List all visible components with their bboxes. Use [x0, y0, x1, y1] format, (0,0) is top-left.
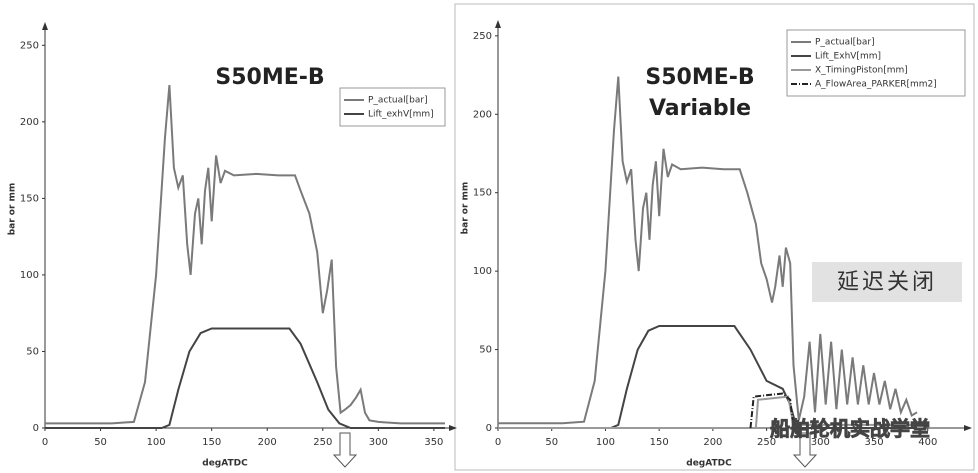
arrow-marker: [792, 432, 818, 468]
x-tick-label: 350: [424, 437, 443, 448]
axis-arrow: [42, 22, 48, 30]
y-tick-label: 200: [473, 109, 492, 120]
series-line: [498, 395, 917, 429]
y-tick-label: 50: [26, 346, 39, 357]
legend-label: Lift_exhV[mm]: [368, 110, 434, 120]
series-line: [498, 76, 918, 425]
x-tick-label: 200: [258, 437, 277, 448]
y-tick-label: 100: [473, 266, 492, 277]
x-tick-label: 50: [545, 437, 558, 448]
y-tick-label: 50: [479, 345, 492, 356]
y-axis-label: bar or mm: [8, 183, 18, 236]
arrow-marker: [332, 432, 358, 468]
y-tick-label: 250: [20, 40, 39, 51]
x-tick-label: 0: [495, 437, 501, 448]
legend-label: X_TimingPiston[mm]: [815, 66, 908, 76]
x-tick-label: 50: [94, 437, 107, 448]
chart-title: S50ME-B: [215, 65, 324, 90]
series-line: [45, 85, 445, 425]
legend-label: P_actual[bar]: [368, 96, 428, 106]
chart-title: S50ME-B: [645, 65, 754, 90]
y-tick-label: 150: [473, 188, 492, 199]
legend-label: Lift_ExhV[mm]: [815, 52, 881, 62]
x-tick-label: 100: [596, 437, 615, 448]
x-tick-label: 400: [918, 437, 937, 448]
y-tick-label: 100: [20, 270, 39, 281]
x-tick-label: 250: [313, 437, 332, 448]
y-tick-label: 200: [20, 117, 39, 128]
x-tick-label: 300: [369, 437, 388, 448]
y-tick-label: 150: [20, 193, 39, 204]
series-line: [749, 392, 795, 429]
x-axis-label: degATDC: [686, 459, 732, 469]
x-tick-label: 300: [811, 437, 830, 448]
annotation-box: [812, 262, 962, 302]
annotation: 延迟关闭: [837, 270, 937, 295]
axis-arrow: [449, 425, 457, 431]
y-tick-label: 0: [33, 423, 39, 434]
y-tick-label: 250: [473, 31, 492, 42]
legend-box: [786, 29, 966, 97]
x-tick-label: 350: [864, 437, 883, 448]
legend-box: [339, 87, 446, 127]
series-line: [45, 327, 445, 429]
watermark: 船舶轮机实战学堂: [770, 417, 930, 441]
x-tick-label: 250: [757, 437, 776, 448]
axis-arrow: [964, 425, 972, 431]
x-tick-label: 150: [202, 437, 221, 448]
x-tick-label: 0: [42, 437, 48, 448]
x-tick-label: 200: [703, 437, 722, 448]
y-axis-label: bar or mm: [461, 182, 471, 235]
x-axis-label: degATDC: [202, 459, 248, 469]
axis-arrow: [495, 20, 501, 28]
legend-label: A_FlowArea_PARKER[mm2]: [815, 80, 937, 90]
x-tick-label: 150: [650, 437, 669, 448]
legend-label: P_actual[bar]: [815, 38, 875, 48]
y-tick-label: 0: [486, 423, 492, 434]
panel-border: [454, 3, 975, 471]
x-tick-label: 100: [147, 437, 166, 448]
chart-subtitle: Variable: [649, 96, 751, 121]
